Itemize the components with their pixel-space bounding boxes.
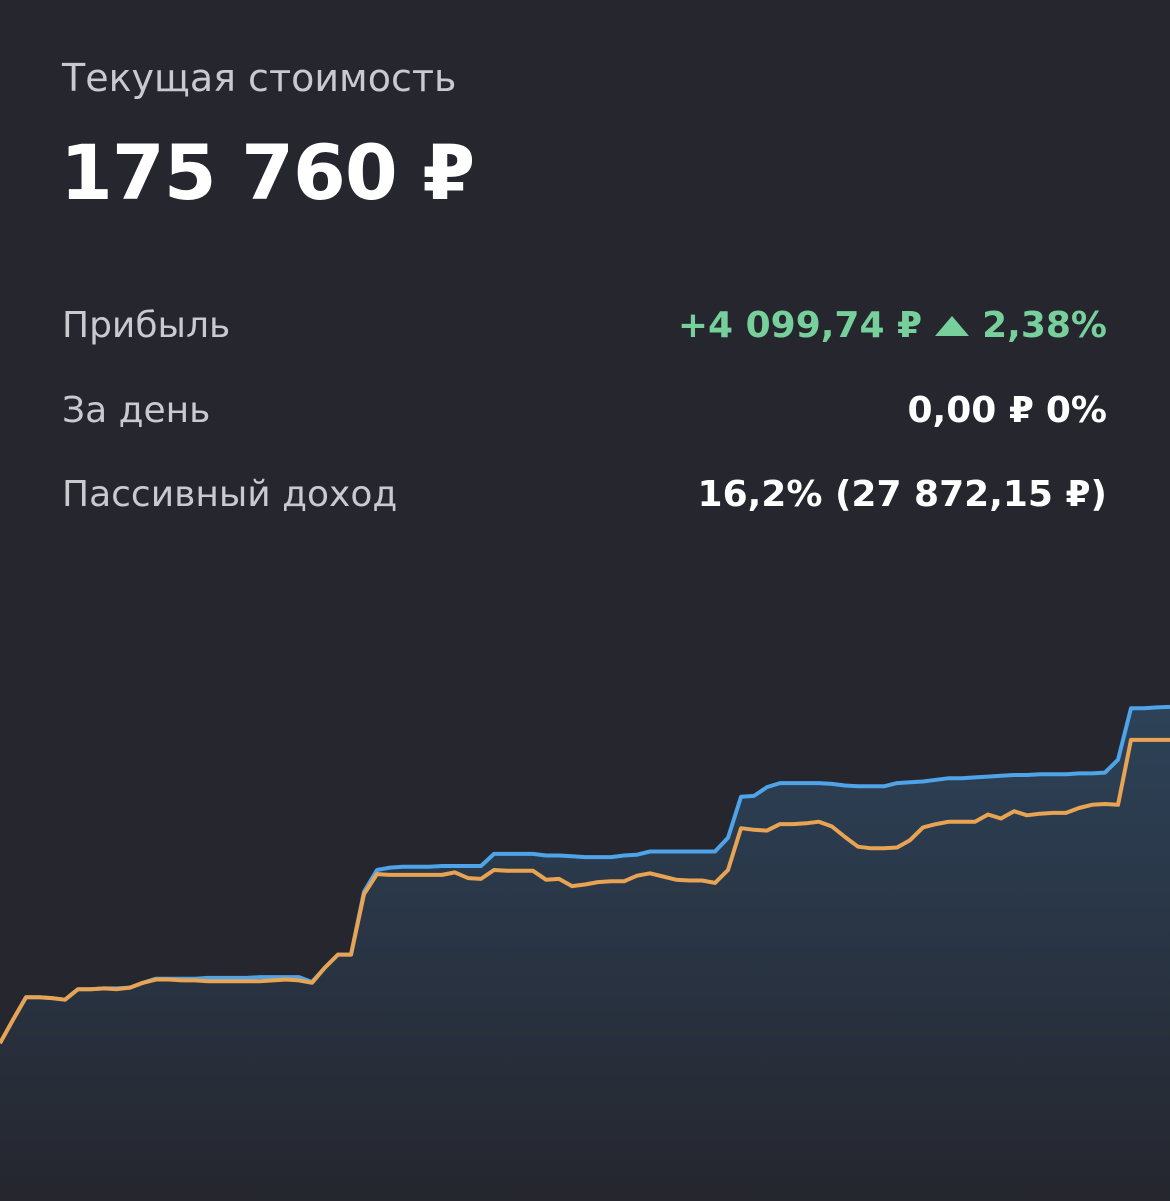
stat-label: Прибыль [62,305,231,346]
stat-value: 0,00 ₽ 0% [907,390,1107,431]
area [0,706,1170,1201]
title: Текущая стоимость [62,56,457,100]
profit-value: +4 099,74 ₽ [677,305,923,346]
chart [0,704,1170,1201]
stat-label: За день [62,390,211,431]
line [0,737,1170,1045]
profit-change: 2,38% [982,305,1107,346]
stat-label: Пассивный доход [62,474,398,515]
up-arrow [935,315,970,336]
stat-value: 16,2% (27 872,15 ₽) [698,474,1107,515]
total-value: 175 760 ₽ [60,128,475,217]
day-change: 0% [1045,390,1107,431]
stat-value: +4 099,74 ₽ 2,38% [678,305,1107,346]
passive-income: 16,2% (27 872,15 ₽) [697,474,1107,515]
day-value: 0,00 ₽ [907,390,1034,431]
